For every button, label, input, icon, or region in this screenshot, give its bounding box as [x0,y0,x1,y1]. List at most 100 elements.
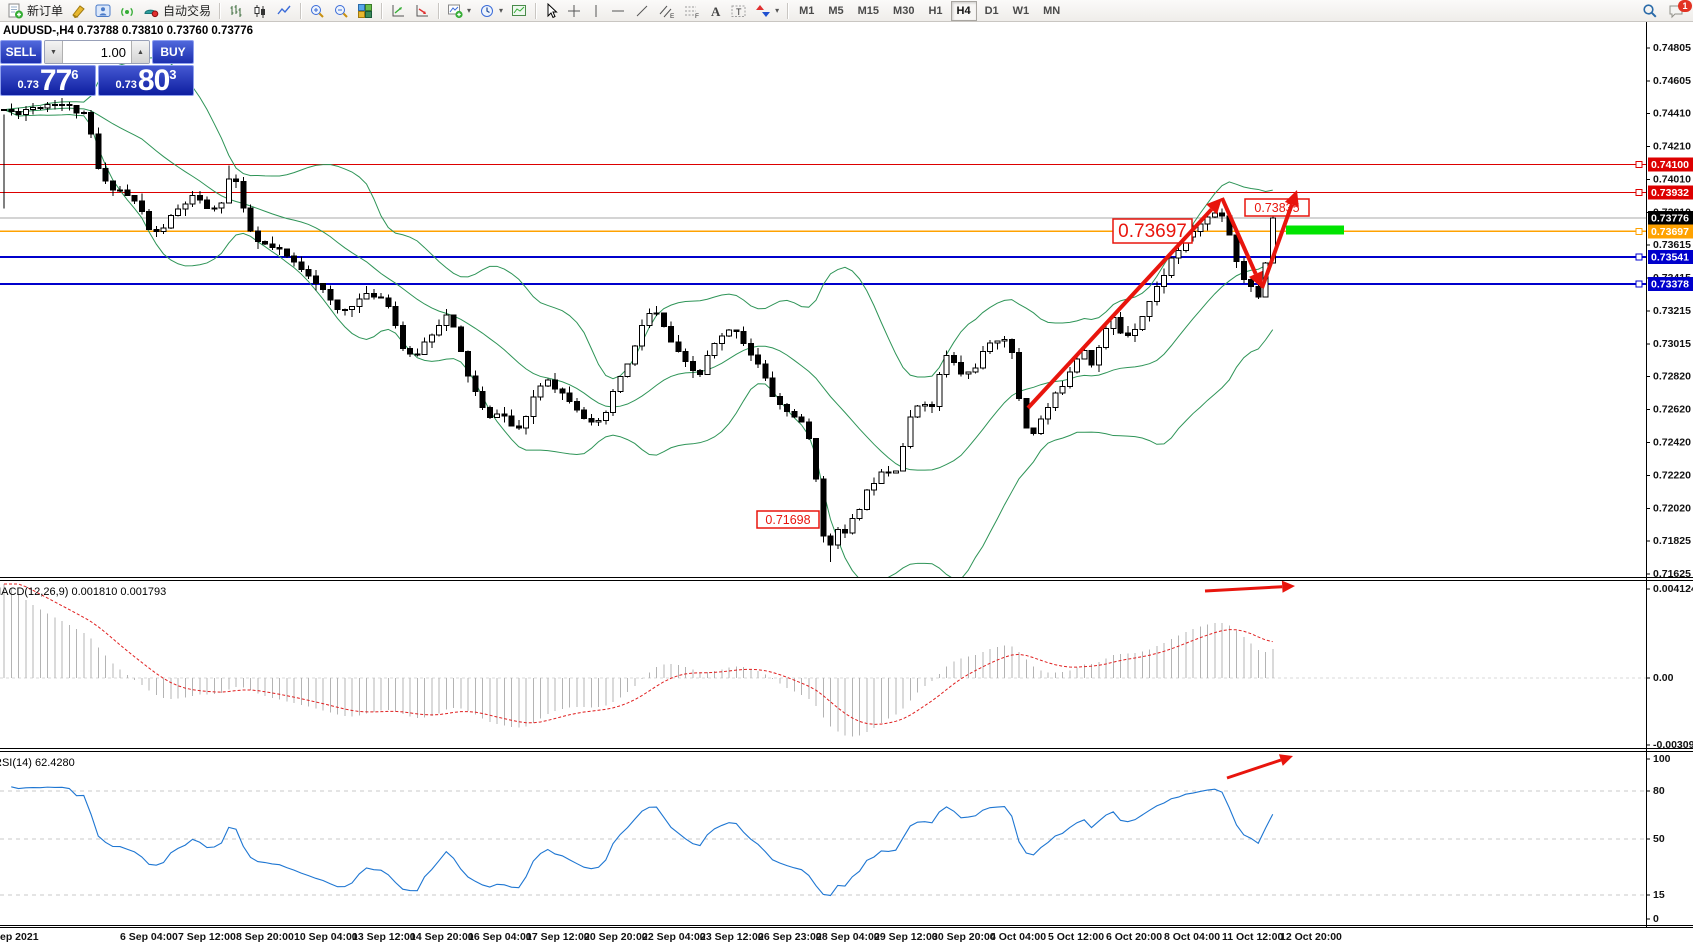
channel-tool-button[interactable]: E [654,0,679,22]
horizontal-line-tool-button[interactable] [606,0,630,22]
price-badge-0.73541: 0.73541 [1648,250,1693,265]
timeframe-m1-button[interactable]: M1 [799,4,815,17]
signals-button[interactable] [115,0,139,22]
date-label: 10 Sep 04:00 [294,931,358,943]
bollinger-bands [3,57,1274,577]
timeframe-m15-button[interactable]: M15 [857,4,880,17]
hline-0.73378[interactable] [0,280,1646,288]
main-chart-panel[interactable]: AUDUSD-,H4 0.73788 0.73810 0.73760 0.737… [0,22,1693,577]
text-tool-button[interactable]: A [704,0,726,22]
auto-trading-button[interactable]: 自动交易 [139,0,215,22]
time-axis[interactable]: ep 2021 6 Sep 04:00 7 Sep 12:00 8 Sep 20:00… [0,928,1693,945]
macd-indicator-panel[interactable]: MACD(12,26,9) 0.001810 0.001793 0.004124… [0,581,1693,748]
dropdown-caret-icon[interactable]: ▾ [467,6,472,15]
volume-decrease-button[interactable]: ▼ [45,41,63,63]
sell-price-display[interactable]: 0.73 77 6 [0,65,96,96]
search-button[interactable] [1642,3,1658,19]
annotation-label-0.73835[interactable]: 0.73835 [1244,198,1310,217]
one-click-trading-panel: SELL ▼ ▲ BUY 0.73 77 6 0.73 80 3 [0,40,194,96]
timeframe-m5-button[interactable]: M5 [828,4,844,17]
hline-0.74100[interactable] [0,161,1646,169]
fibonacci-tool-button[interactable]: F [679,0,704,22]
volume-increase-button[interactable]: ▲ [131,41,149,63]
sell-price-pips: 77 [39,65,72,96]
rsi-indicator-panel[interactable]: RSI(14) 62.4280 100 80 50 15 0 [0,752,1693,925]
date-label: 12 Oct 20:00 [1280,931,1342,943]
macd-chart[interactable]: 0.004124 0.00 -0.003097 [0,581,1693,748]
hline-0.73697[interactable] [0,227,1646,235]
trend-arrows[interactable] [1026,190,1299,410]
timeframe-h4-button[interactable]: H4 [950,0,977,21]
dropdown-caret-icon[interactable]: ▾ [775,6,780,15]
navigator-button[interactable] [91,0,115,22]
panel-separator[interactable] [0,751,1693,752]
buy-price-base: 0.73 [115,79,137,91]
chart-symbol-title: AUDUSD-,H4 0.73788 0.73810 0.73760 0.737… [3,25,253,37]
hline-0.73932[interactable] [0,188,1646,196]
candlestick-chart-button[interactable] [248,0,272,22]
macd-signal-line [4,583,1273,725]
notifications-button[interactable]: 1 [1668,0,1692,19]
main-price-chart[interactable]: 0.73835 0.73697 0.71698 0.74805 0.74605 0.744… [0,22,1693,577]
panel-separator[interactable] [0,580,1693,581]
buy-button[interactable]: BUY [152,40,194,64]
date-label: 28 Sep 04:00 [816,931,880,943]
panel-separator[interactable] [0,748,1693,749]
macd-arrow-annotation[interactable] [1204,581,1295,593]
zoom-in-button[interactable] [305,0,329,22]
zoom-in-icon [309,3,325,19]
vertical-line-tool-button[interactable] [586,0,606,22]
buy-price-point: 3 [169,67,177,82]
timeframe-d1-button[interactable]: D1 [984,4,999,17]
crosshair-tool-button[interactable] [562,0,586,22]
bar-chart-button[interactable] [224,0,248,22]
price-axis-label: 0.71825 [1653,535,1691,547]
sell-price-base: 0.73 [17,79,39,91]
rsi-chart[interactable]: 100 80 50 15 0 [0,752,1693,925]
line-chart-button[interactable] [272,0,296,22]
new-chart-window-button[interactable] [386,0,410,22]
timeframe-m30-button[interactable]: M30 [893,4,915,17]
indicator-window-button[interactable] [410,0,434,22]
period-selector-button[interactable]: ▾ [475,0,507,22]
crayon-icon [71,3,87,19]
shapes-tool-button[interactable]: ▾ [751,0,783,22]
green-zone-annotation[interactable] [1286,225,1344,235]
auto-trading-icon [143,3,160,19]
sell-price-point: 6 [71,67,79,82]
new-order-button[interactable]: 新订单 [3,0,67,22]
price-axis[interactable]: 0.748050.746050.744100.742100.740100.738… [1646,42,1693,577]
marketwatch-button[interactable] [67,0,91,22]
cursor-tool-button[interactable] [540,0,562,22]
buy-price-display[interactable]: 0.73 80 3 [98,65,194,96]
price-axis-label: 0.73615 [1653,239,1691,251]
label-tool-button[interactable]: T [726,0,751,22]
price-axis-label: 0.74805 [1653,42,1691,54]
timeframe-h1-button[interactable]: H1 [928,4,943,17]
rsi-axis[interactable]: 100 80 50 15 0 [1646,753,1671,925]
vline-icon [590,3,602,19]
dropdown-caret-icon[interactable]: ▾ [499,6,504,15]
svg-text:F: F [695,13,699,19]
sell-button[interactable]: SELL [0,40,42,64]
date-label: 14 Sep 20:00 [410,931,474,943]
trendline-tool-button[interactable] [630,0,654,22]
template-button[interactable] [507,0,531,22]
annotation-label-0.73697[interactable]: 0.73697 [1112,218,1193,244]
annotation-label-0.71698[interactable]: 0.71698 [756,510,820,529]
zoom-out-button[interactable] [329,0,353,22]
hline-0.73541[interactable] [0,253,1646,261]
date-label: 4 Oct 04:00 [990,931,1047,943]
timeframe-w1-button[interactable]: W1 [1012,4,1030,17]
rsi-arrow-annotation[interactable] [1226,754,1293,780]
add-indicator-button[interactable]: ▾ [443,0,475,22]
bollinger-middle-band [3,107,1274,471]
volume-input[interactable] [63,41,131,63]
svg-text:E: E [670,13,675,19]
tile-windows-button[interactable] [353,0,377,22]
panel-separator[interactable] [0,577,1693,578]
search-icon [1642,3,1658,19]
timeframe-mn-button[interactable]: MN [1043,4,1061,17]
macd-axis[interactable]: 0.004124 0.00 -0.003097 [1646,583,1693,748]
candlesticks [1,98,1276,562]
